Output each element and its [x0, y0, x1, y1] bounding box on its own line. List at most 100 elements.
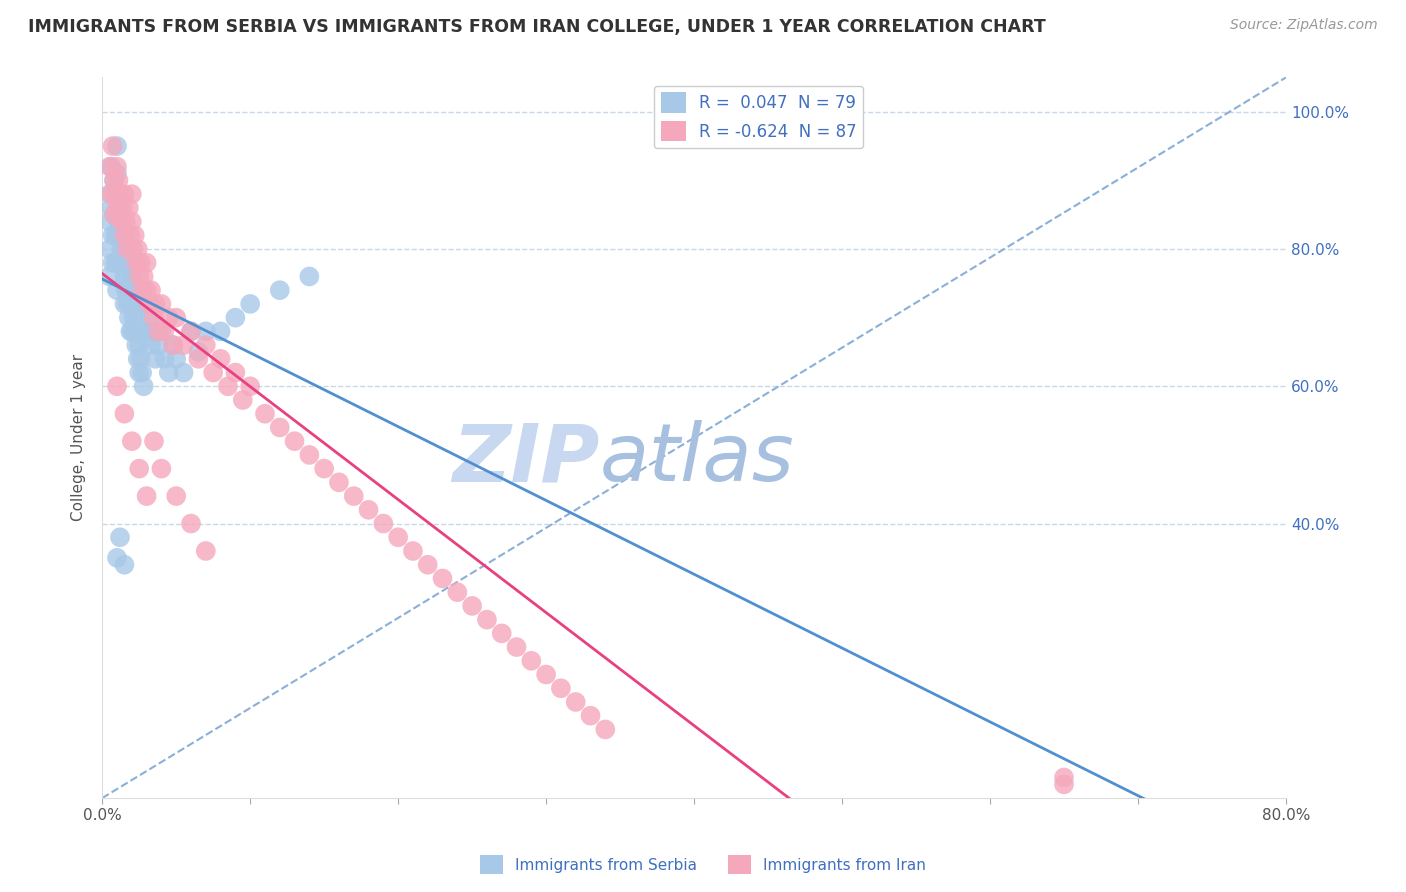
Point — [127, 242, 149, 256]
Point — [132, 269, 155, 284]
Point — [105, 283, 128, 297]
Point — [105, 256, 128, 270]
Point — [120, 324, 142, 338]
Point — [107, 214, 129, 228]
Point — [579, 708, 602, 723]
Point — [138, 297, 160, 311]
Point — [150, 297, 173, 311]
Point — [194, 544, 217, 558]
Point — [103, 208, 125, 222]
Point — [131, 283, 153, 297]
Point — [128, 338, 150, 352]
Point — [122, 310, 145, 325]
Text: atlas: atlas — [599, 420, 794, 499]
Point — [135, 324, 157, 338]
Text: ZIP: ZIP — [451, 420, 599, 499]
Point — [112, 228, 135, 243]
Point — [104, 228, 127, 243]
Point — [239, 297, 262, 311]
Point — [139, 283, 162, 297]
Point — [103, 173, 125, 187]
Point — [112, 269, 135, 284]
Point — [143, 310, 166, 325]
Point — [108, 228, 131, 243]
Point — [121, 297, 143, 311]
Text: Source: ZipAtlas.com: Source: ZipAtlas.com — [1230, 18, 1378, 32]
Point — [110, 242, 132, 256]
Point — [124, 228, 146, 243]
Point — [111, 201, 134, 215]
Point — [127, 351, 149, 366]
Point — [98, 214, 121, 228]
Point — [112, 407, 135, 421]
Point — [232, 392, 254, 407]
Point — [125, 310, 148, 325]
Point — [125, 338, 148, 352]
Point — [595, 723, 617, 737]
Point — [550, 681, 572, 696]
Point — [112, 242, 135, 256]
Point — [153, 324, 176, 338]
Point — [100, 201, 122, 215]
Point — [125, 256, 148, 270]
Point — [564, 695, 586, 709]
Point — [118, 310, 141, 325]
Point — [121, 187, 143, 202]
Point — [150, 461, 173, 475]
Point — [105, 228, 128, 243]
Point — [162, 338, 184, 352]
Point — [112, 558, 135, 572]
Point — [253, 407, 276, 421]
Point — [101, 228, 124, 243]
Point — [187, 345, 209, 359]
Point — [105, 160, 128, 174]
Point — [105, 139, 128, 153]
Point — [117, 242, 139, 256]
Point — [132, 379, 155, 393]
Point — [122, 283, 145, 297]
Point — [534, 667, 557, 681]
Point — [187, 351, 209, 366]
Point — [100, 187, 122, 202]
Point — [148, 324, 170, 338]
Point — [104, 187, 127, 202]
Point — [124, 297, 146, 311]
Point — [180, 324, 202, 338]
Point — [101, 256, 124, 270]
Point — [139, 338, 162, 352]
Point — [111, 228, 134, 243]
Point — [98, 242, 121, 256]
Point — [148, 338, 170, 352]
Point — [129, 324, 152, 338]
Point — [402, 544, 425, 558]
Point — [194, 338, 217, 352]
Point — [143, 434, 166, 449]
Point — [110, 214, 132, 228]
Point — [209, 324, 232, 338]
Point — [162, 338, 184, 352]
Point — [269, 283, 291, 297]
Point — [121, 434, 143, 449]
Point — [112, 187, 135, 202]
Point — [108, 201, 131, 215]
Point — [124, 324, 146, 338]
Point — [101, 139, 124, 153]
Point — [491, 626, 513, 640]
Point — [145, 351, 167, 366]
Point — [108, 187, 131, 202]
Point — [118, 283, 141, 297]
Point — [145, 297, 167, 311]
Point — [475, 613, 498, 627]
Point — [122, 242, 145, 256]
Point — [173, 366, 195, 380]
Point — [165, 489, 187, 503]
Point — [131, 366, 153, 380]
Point — [128, 366, 150, 380]
Point — [143, 324, 166, 338]
Point — [217, 379, 239, 393]
Point — [115, 256, 138, 270]
Point — [108, 530, 131, 544]
Point — [105, 208, 128, 222]
Point — [98, 187, 121, 202]
Point — [112, 297, 135, 311]
